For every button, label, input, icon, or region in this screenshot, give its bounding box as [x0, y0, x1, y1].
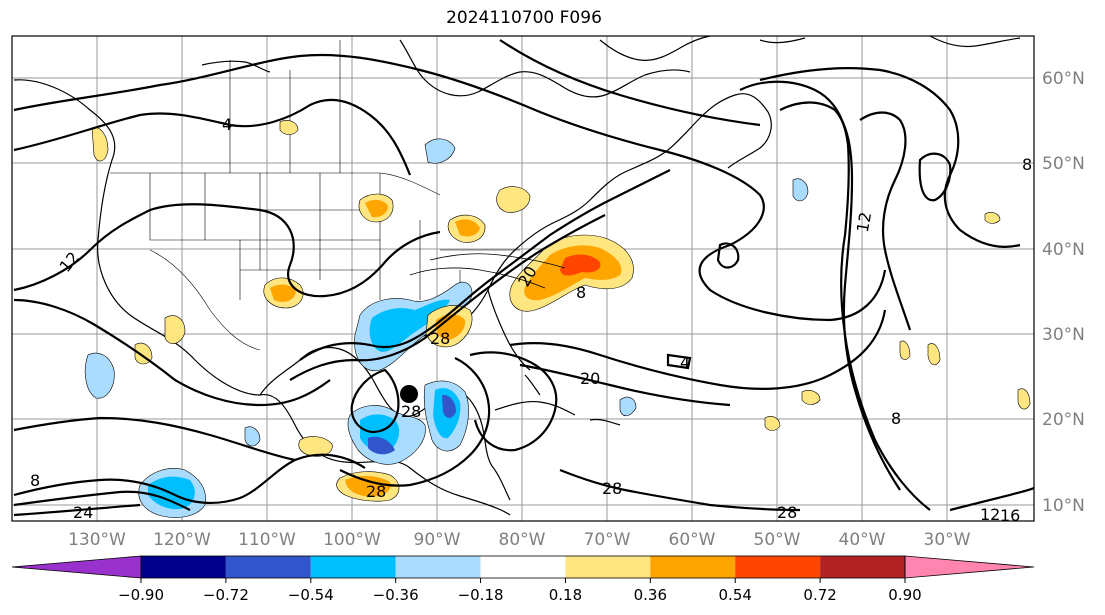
storm-center-marker — [400, 385, 418, 403]
height-contours — [13, 39, 1035, 517]
contour-label: 4 — [680, 353, 690, 372]
colorbar-tick-label: −0.54 — [288, 586, 334, 604]
colorbar-tick-label: 0.72 — [803, 586, 836, 604]
contour-label: 8 — [576, 283, 586, 302]
lat-label-30n: 30°N — [1042, 325, 1085, 345]
colorbar-tick-label: 0.54 — [719, 586, 752, 604]
thin-contours — [409, 253, 566, 289]
contour-label: 12 — [980, 505, 1000, 524]
contour-labels: 4 12 24 8 28 28 28 20 4 8 8 12 16 12 8 2… — [30, 115, 1032, 525]
colorbar-tick-label: −0.36 — [373, 586, 419, 604]
contour-label: 28 — [366, 482, 386, 501]
contour-label: 8 — [30, 471, 40, 490]
lat-label-40n: 40°N — [1042, 240, 1085, 260]
lat-label-50n: 50°N — [1042, 154, 1085, 174]
shaded-anomalies — [84, 120, 1031, 518]
lat-label-10n: 10°N — [1042, 496, 1085, 516]
contour-label: 4 — [222, 115, 232, 134]
lon-label-60w: 60°W — [669, 530, 716, 550]
political-borders — [110, 40, 520, 351]
lon-label-110w: 110°W — [238, 530, 296, 550]
lon-label-130w: 130°W — [68, 530, 126, 550]
longitude-labels: 130°W 120°W 110°W 100°W 90°W 80°W 70°W 6… — [68, 530, 971, 550]
colorbar-tick-label: 0.36 — [634, 586, 667, 604]
colorbar-tick-label: −0.90 — [118, 586, 164, 604]
lon-label-50w: 50°W — [754, 530, 801, 550]
lon-label-100w: 100°W — [323, 530, 381, 550]
contour-label: 24 — [73, 503, 93, 522]
map-title: 2024110700 F096 — [446, 8, 602, 28]
colorbar-tick-label: −0.72 — [203, 586, 249, 604]
lon-label-40w: 40°W — [839, 530, 886, 550]
lat-label-20n: 20°N — [1042, 410, 1085, 430]
lon-label-80w: 80°W — [499, 530, 546, 550]
lon-label-70w: 70°W — [584, 530, 631, 550]
lon-label-90w: 90°W — [414, 530, 461, 550]
contour-label: 28 — [401, 402, 421, 421]
latitude-labels: 60°N 50°N 40°N 30°N 20°N 10°N — [1042, 69, 1085, 516]
colorbar-tick-label: 0.18 — [549, 586, 582, 604]
colorbar-tick-label: −0.18 — [458, 586, 504, 604]
map-frame — [11, 35, 1035, 522]
contour-label: 8 — [891, 409, 901, 428]
colorbar-tick-label: 0.90 — [888, 586, 921, 604]
lon-label-30w: 30°W — [924, 530, 971, 550]
contour-label: 28 — [602, 479, 622, 498]
lat-label-60n: 60°N — [1042, 69, 1085, 89]
colorbar-ticks: −0.90 −0.72 −0.54 −0.36 −0.18 0.18 0.36 0.54 0.7… — [118, 578, 922, 604]
contour-label: 28 — [777, 503, 797, 522]
lon-label-120w: 120°W — [153, 530, 211, 550]
map-panel: 4 12 24 8 28 28 28 20 4 8 8 12 16 12 8 2… — [11, 35, 1085, 550]
contour-label: 16 — [1000, 506, 1020, 525]
contour-label: 28 — [430, 329, 450, 348]
contour-label: 8 — [1022, 155, 1032, 174]
contour-label: 20 — [580, 369, 600, 388]
contour-label: 12 — [853, 210, 875, 233]
